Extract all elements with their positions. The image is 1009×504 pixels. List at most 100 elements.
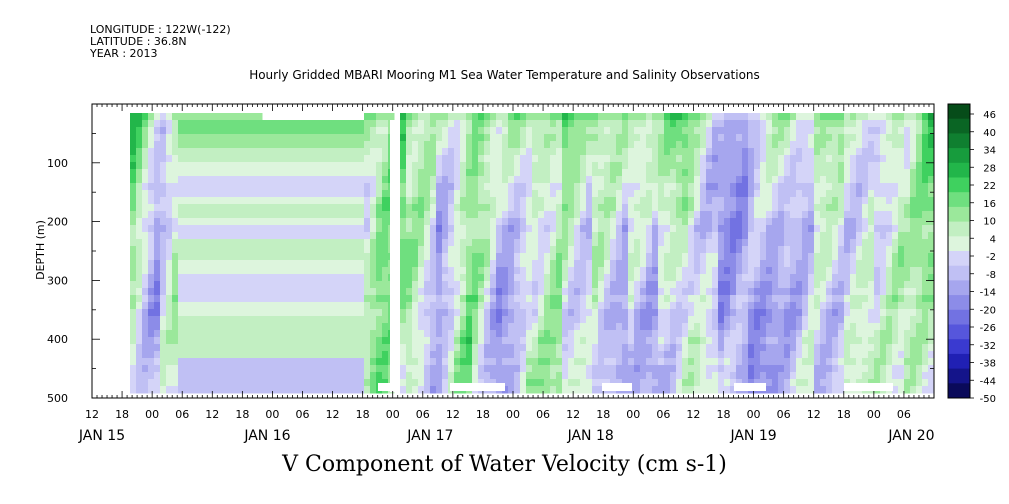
field-cell xyxy=(562,190,569,198)
field-cell xyxy=(808,183,815,191)
field-cell xyxy=(772,288,779,296)
field-cell xyxy=(280,386,287,394)
field-cell xyxy=(616,309,623,317)
field-cell xyxy=(202,127,209,135)
field-cell xyxy=(850,176,857,184)
field-cell xyxy=(592,232,599,240)
field-cell xyxy=(136,323,143,331)
field-cell xyxy=(556,260,563,268)
field-cell xyxy=(202,225,209,233)
field-cell xyxy=(208,372,215,380)
field-cell xyxy=(226,120,233,128)
field-cell xyxy=(598,232,605,240)
field-cell xyxy=(262,148,269,156)
field-cell xyxy=(178,274,185,282)
field-cell xyxy=(610,246,617,254)
field-cell xyxy=(562,358,569,366)
field-cell xyxy=(538,141,545,149)
field-cell xyxy=(502,344,509,352)
field-cell xyxy=(766,204,773,212)
field-cell xyxy=(700,113,707,121)
field-cell xyxy=(856,239,863,247)
field-cell xyxy=(322,323,329,331)
field-cell xyxy=(202,288,209,296)
field-cell xyxy=(760,323,767,331)
field-cell xyxy=(352,155,359,163)
field-cell xyxy=(862,176,869,184)
field-cell xyxy=(808,365,815,373)
field-cell xyxy=(664,281,671,289)
field-cell xyxy=(280,309,287,317)
field-cell xyxy=(586,344,593,352)
field-cell xyxy=(814,288,821,296)
field-cell xyxy=(274,141,281,149)
field-cell xyxy=(334,309,341,317)
field-cell xyxy=(874,267,881,275)
field-cell xyxy=(274,386,281,394)
field-cell xyxy=(214,372,221,380)
field-cell xyxy=(568,211,575,219)
field-cell xyxy=(364,302,371,310)
field-cell xyxy=(658,211,665,219)
field-cell xyxy=(712,232,719,240)
field-cell xyxy=(700,274,707,282)
field-cell xyxy=(490,295,497,303)
field-cell xyxy=(316,330,323,338)
field-cell xyxy=(862,295,869,303)
field-cell xyxy=(478,141,485,149)
field-cell xyxy=(586,134,593,142)
field-cell xyxy=(526,260,533,268)
field-cell xyxy=(562,127,569,135)
field-cell xyxy=(586,386,593,394)
field-cell xyxy=(652,127,659,135)
field-cell xyxy=(844,344,851,352)
field-cell xyxy=(316,323,323,331)
field-cell xyxy=(538,365,545,373)
field-cell xyxy=(340,302,347,310)
field-cell xyxy=(760,379,767,387)
field-cell xyxy=(304,344,311,352)
field-cell xyxy=(676,134,683,142)
field-cell xyxy=(706,155,713,163)
field-cell xyxy=(586,288,593,296)
field-cell xyxy=(136,372,143,380)
field-cell xyxy=(376,330,383,338)
field-cell xyxy=(676,281,683,289)
field-cell xyxy=(382,127,389,135)
field-cell xyxy=(142,365,149,373)
field-cell xyxy=(646,127,653,135)
field-cell xyxy=(640,351,647,359)
field-cell xyxy=(886,190,893,198)
field-cell xyxy=(418,204,425,212)
field-cell xyxy=(538,302,545,310)
field-cell xyxy=(838,218,845,226)
field-cell xyxy=(514,120,521,128)
field-cell xyxy=(454,183,461,191)
field-cell xyxy=(142,386,149,394)
field-cell xyxy=(160,309,167,317)
field-cell xyxy=(688,232,695,240)
field-cell xyxy=(532,267,539,275)
field-cell xyxy=(418,113,425,121)
field-cell xyxy=(310,260,317,268)
field-cell xyxy=(736,260,743,268)
field-cell xyxy=(592,120,599,128)
field-cell xyxy=(562,337,569,345)
field-cell xyxy=(316,120,323,128)
field-cell xyxy=(544,211,551,219)
field-cell xyxy=(268,330,275,338)
field-cell xyxy=(736,358,743,366)
field-cell xyxy=(208,365,215,373)
field-cell xyxy=(136,169,143,177)
field-cell xyxy=(556,232,563,240)
field-cell xyxy=(628,232,635,240)
field-cell xyxy=(322,148,329,156)
field-cell xyxy=(796,211,803,219)
field-cell xyxy=(868,330,875,338)
field-cell xyxy=(646,253,653,261)
field-cell xyxy=(838,113,845,121)
field-cell xyxy=(802,176,809,184)
field-cell xyxy=(436,372,443,380)
field-cell xyxy=(478,288,485,296)
field-cell xyxy=(862,169,869,177)
